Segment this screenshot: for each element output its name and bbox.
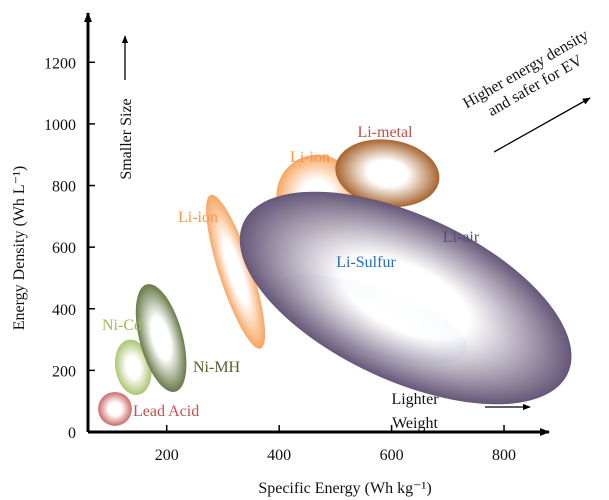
y-tick-label: 800 [52,179,76,196]
x-tick-label: 400 [267,447,291,464]
y-axis-title: Energy Density (Wh L⁻¹) [11,166,28,330]
region-label-li-air: Li-air [443,229,480,246]
x-tick-label: 200 [155,447,179,464]
labels-layer: Lead Acid Ni-Cd Ni-MH Li-ion Li-ion Li-metal L… [102,124,480,420]
region-ni-cd-ellipse [114,339,152,396]
y-tick-label: 600 [52,240,76,257]
region-ni-mh-ellipse [135,284,187,392]
region-label-li-ion: Li-ion [290,149,330,166]
smaller-size-annotation: Smaller Size [118,98,135,179]
region-label-ni-cd: Ni-Cd [102,317,142,334]
region-lead-acid-ellipse [98,391,132,426]
lighter-annotation: Lighter [391,391,439,408]
y-tick-label: 200 [52,363,76,380]
region-label-lead-acid: Lead Acid [133,403,199,420]
region-label-ni-mh: Ni-MH [193,359,241,376]
region-label-li-ion: Li-ion [178,209,218,226]
higher-energy-annotation: Higher energy density and safer for EV [460,27,591,120]
x-axis-title: Specific Energy (Wh kg⁻¹) [258,480,431,497]
region-li-ion-ellipse [206,194,266,349]
y-tick-label: 1200 [44,55,76,72]
region-li-air-ellipse [239,191,572,405]
region-li-metal-ellipse [335,139,440,208]
regions-layer [98,139,572,426]
region-label-li-metal: Li-metal [357,124,413,141]
y-tick-label: 400 [52,302,76,319]
y-tick-label: 1000 [44,117,76,134]
y-tick-label: 0 [68,425,76,442]
x-tick-label: 800 [492,447,516,464]
weight-annotation: Weight [392,415,438,432]
higher-energy-arrow [493,97,591,153]
x-tick-label: 600 [380,447,404,464]
region-label-li-sulfur: Li-Sulfur [336,254,396,271]
ticks-layer: 200 400 600 800 0 200 400 600 800 1000 1200 [44,55,516,464]
